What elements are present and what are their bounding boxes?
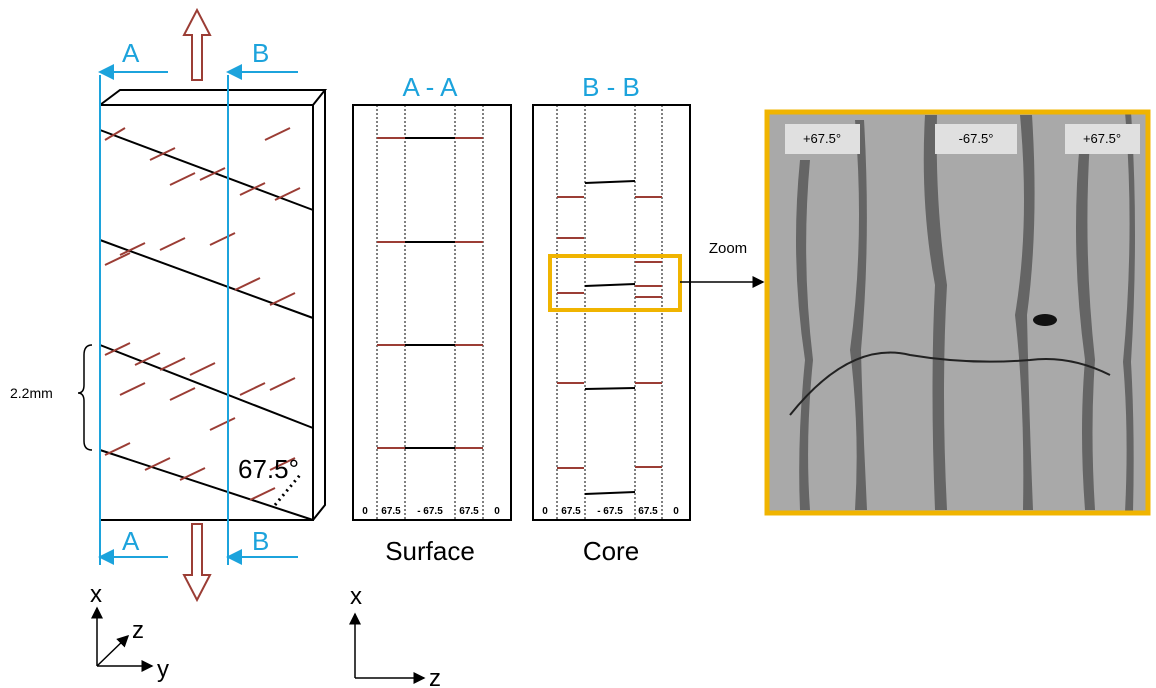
layer-label: 67.5	[638, 506, 658, 517]
axis-label: x	[90, 581, 102, 608]
layer-label: 67.5	[381, 506, 401, 517]
cut-label: A	[122, 526, 140, 556]
axes	[355, 614, 424, 678]
layer-label: 0	[673, 506, 679, 517]
cut-label: B	[252, 38, 269, 68]
layer-label: 0	[362, 506, 368, 517]
layer-label: 0	[494, 506, 500, 517]
layer-label: - 67.5	[417, 506, 443, 517]
layer-label: - 67.5	[597, 506, 623, 517]
zoom-label: Zoom	[709, 240, 747, 257]
spacing-label: 2.2mm	[10, 385, 53, 401]
diagram: 67.5° 2.2mm A B A B x y z A - A 0 67.5 -…	[0, 0, 1156, 688]
brace	[78, 345, 92, 450]
cut-label: A	[122, 38, 140, 68]
zoom-layer-label: +67.5°	[803, 131, 841, 146]
section-core	[533, 105, 763, 520]
section-title: B - B	[582, 72, 640, 102]
axis-label: x	[350, 583, 362, 610]
layer-label: 67.5	[561, 506, 581, 517]
section-surface	[353, 105, 511, 520]
axis-label: z	[132, 617, 144, 644]
fiber-dashes	[105, 128, 300, 500]
layer-label: 67.5	[459, 506, 479, 517]
section-title: A - A	[403, 72, 459, 102]
layer-label: 0	[542, 506, 548, 517]
angle-label: 67.5°	[238, 454, 299, 484]
micrograph	[767, 112, 1148, 513]
axis-label: z	[429, 665, 441, 688]
load-arrow	[184, 10, 210, 80]
zoom-layer-label: +67.5°	[1083, 131, 1121, 146]
cut-label: B	[252, 526, 269, 556]
axis-label: y	[157, 656, 169, 683]
page: 67.5° 2.2mm A B A B x y z A - A 0 67.5 -…	[0, 0, 1156, 688]
load-arrow	[184, 524, 210, 600]
section-caption: Surface	[385, 536, 475, 566]
zoom-layer-label: -67.5°	[959, 131, 994, 146]
section-caption: Core	[583, 536, 639, 566]
